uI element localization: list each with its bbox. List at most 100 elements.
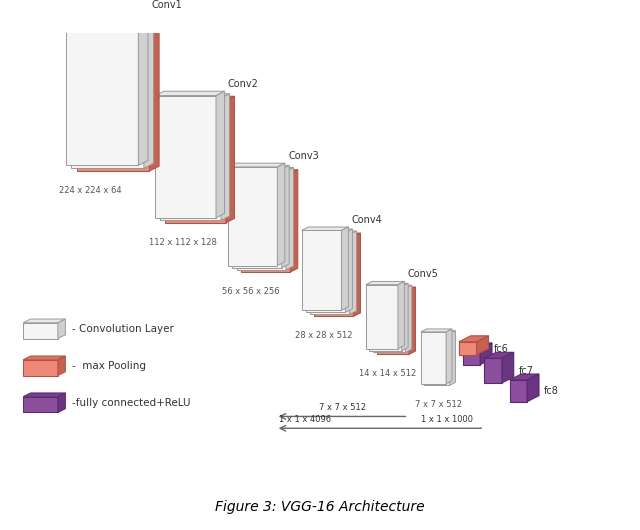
Polygon shape	[341, 227, 348, 311]
Polygon shape	[232, 165, 289, 169]
Text: Figure 3: VGG-16 Architecture: Figure 3: VGG-16 Architecture	[215, 499, 425, 514]
Polygon shape	[23, 360, 58, 376]
Polygon shape	[310, 235, 349, 314]
Text: 56 x 56 x 256: 56 x 56 x 256	[221, 287, 280, 296]
Polygon shape	[346, 229, 353, 312]
Polygon shape	[216, 91, 225, 218]
Text: Conv3: Conv3	[288, 151, 319, 161]
Polygon shape	[314, 236, 353, 316]
Polygon shape	[165, 101, 226, 223]
Polygon shape	[349, 231, 356, 314]
Text: 7 x 7 x 512: 7 x 7 x 512	[319, 403, 365, 412]
Polygon shape	[527, 374, 539, 402]
Polygon shape	[463, 343, 492, 349]
Text: -fully connected+ReLU: -fully connected+ReLU	[72, 398, 190, 408]
Polygon shape	[138, 13, 148, 165]
Polygon shape	[221, 94, 230, 220]
Text: - Convolution Layer: - Convolution Layer	[72, 324, 173, 334]
Polygon shape	[459, 342, 477, 355]
Polygon shape	[160, 98, 221, 220]
Text: Conv1: Conv1	[151, 0, 182, 10]
Polygon shape	[277, 163, 285, 266]
Text: 1 x 1 x 4096: 1 x 1 x 4096	[279, 416, 331, 425]
Text: 224 x 224 x 64: 224 x 224 x 64	[60, 186, 122, 195]
Text: Conv5: Conv5	[408, 269, 438, 279]
Polygon shape	[58, 319, 65, 339]
Polygon shape	[77, 19, 159, 23]
Polygon shape	[369, 284, 408, 287]
Polygon shape	[301, 231, 341, 311]
Polygon shape	[365, 281, 404, 285]
Polygon shape	[502, 352, 514, 383]
Polygon shape	[23, 323, 58, 339]
Polygon shape	[409, 287, 415, 355]
Polygon shape	[156, 95, 216, 218]
Polygon shape	[421, 329, 452, 332]
Polygon shape	[480, 343, 492, 365]
Polygon shape	[369, 287, 402, 351]
Polygon shape	[66, 17, 138, 165]
Polygon shape	[424, 334, 449, 385]
Polygon shape	[58, 356, 65, 376]
Text: 14 x 14 x 512: 14 x 14 x 512	[360, 369, 417, 378]
Polygon shape	[314, 233, 360, 236]
Polygon shape	[58, 393, 65, 412]
Polygon shape	[228, 163, 285, 167]
Polygon shape	[463, 349, 480, 365]
Text: 28 x 28 x 512: 28 x 28 x 512	[295, 331, 353, 340]
Polygon shape	[377, 290, 409, 355]
Polygon shape	[459, 336, 488, 342]
Polygon shape	[282, 165, 289, 268]
Polygon shape	[165, 96, 234, 101]
Polygon shape	[71, 15, 154, 20]
Polygon shape	[398, 281, 404, 349]
Text: fc8: fc8	[544, 386, 559, 396]
Polygon shape	[150, 19, 159, 171]
Polygon shape	[449, 331, 456, 385]
Polygon shape	[66, 13, 148, 17]
Polygon shape	[241, 170, 298, 173]
Polygon shape	[310, 231, 356, 235]
Polygon shape	[405, 285, 412, 352]
Polygon shape	[484, 358, 502, 383]
Polygon shape	[353, 233, 360, 316]
Polygon shape	[144, 15, 154, 168]
Text: fc6: fc6	[493, 344, 508, 354]
Polygon shape	[23, 356, 65, 360]
Polygon shape	[241, 173, 291, 272]
Polygon shape	[306, 229, 353, 233]
Polygon shape	[424, 331, 456, 334]
Polygon shape	[446, 329, 452, 384]
Text: -  max Pooling: - max Pooling	[72, 361, 146, 371]
Polygon shape	[509, 380, 527, 402]
Text: Conv4: Conv4	[351, 215, 382, 225]
Polygon shape	[237, 171, 286, 270]
Polygon shape	[402, 284, 408, 351]
Polygon shape	[509, 374, 539, 380]
Polygon shape	[23, 393, 65, 397]
Polygon shape	[156, 91, 225, 95]
Text: 112 x 112 x 128: 112 x 112 x 128	[149, 237, 217, 246]
Polygon shape	[228, 167, 277, 266]
Polygon shape	[77, 23, 150, 171]
Polygon shape	[23, 397, 58, 412]
Text: fc7: fc7	[519, 366, 534, 376]
Polygon shape	[301, 227, 348, 231]
Polygon shape	[377, 287, 415, 290]
Polygon shape	[306, 233, 346, 312]
Polygon shape	[232, 169, 282, 268]
Polygon shape	[421, 332, 446, 384]
Polygon shape	[373, 288, 405, 352]
Polygon shape	[291, 170, 298, 272]
Polygon shape	[23, 319, 65, 323]
Text: 7 x 7 x 512: 7 x 7 x 512	[415, 400, 461, 409]
Polygon shape	[484, 352, 514, 358]
Polygon shape	[237, 167, 294, 171]
Polygon shape	[286, 167, 294, 270]
Polygon shape	[365, 285, 398, 349]
Polygon shape	[373, 285, 412, 288]
Polygon shape	[160, 94, 230, 98]
Text: 1 x 1 x 1000: 1 x 1 x 1000	[421, 416, 473, 425]
Polygon shape	[71, 20, 144, 168]
Polygon shape	[226, 96, 234, 223]
